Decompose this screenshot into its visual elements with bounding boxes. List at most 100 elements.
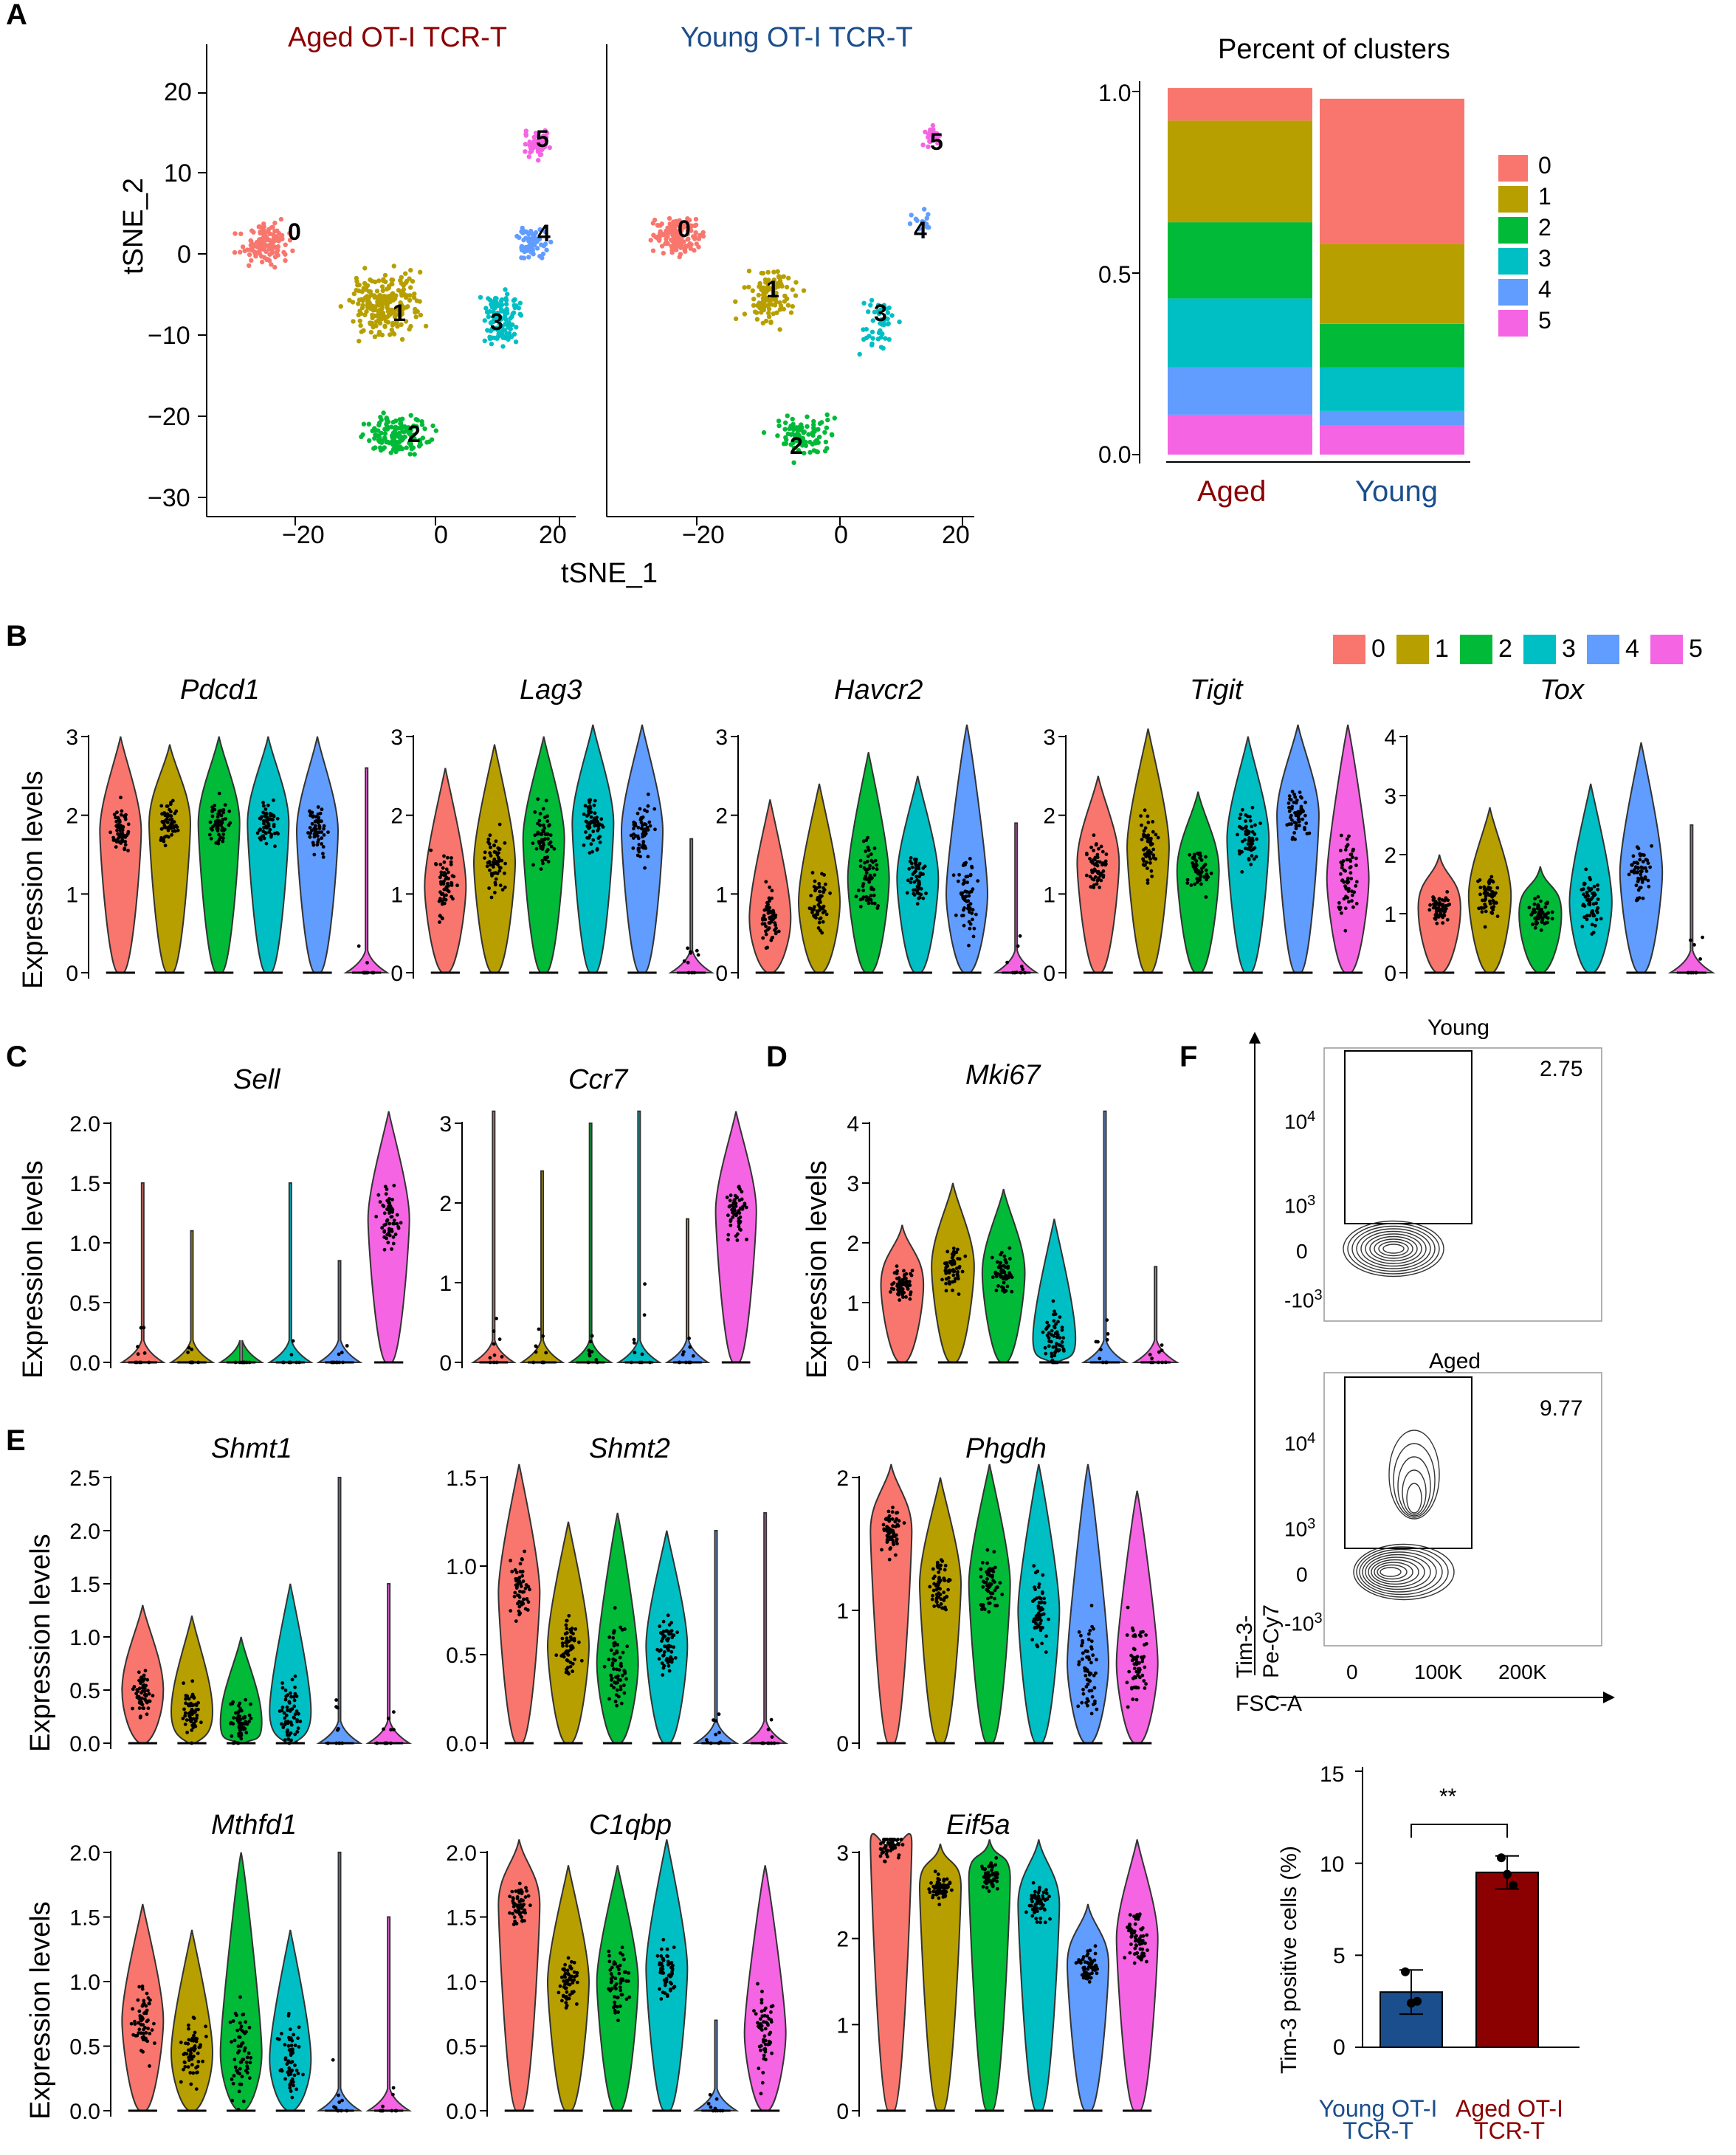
- tsne-aged-point-c0: [249, 238, 254, 244]
- tsne-aged-point-c3: [514, 325, 519, 330]
- e-phgdh-jitter-c3: [1035, 1596, 1039, 1601]
- tsne-young-point-c2: [830, 432, 835, 438]
- b-tox-jitter-c2: [1539, 899, 1543, 903]
- b-lag3-jitter-c3: [592, 803, 596, 807]
- e-c1qbp-ytick-label-4: 2.0: [446, 1841, 477, 1866]
- tsne-aged-point-c0: [261, 230, 266, 235]
- b-pdcd1-jitter-c0: [125, 833, 129, 838]
- e-shmt1-jitter-c1: [193, 1719, 198, 1723]
- d-mki67-jitter-c3: [1047, 1336, 1051, 1340]
- c-sell-violin-c5: [367, 1111, 410, 1363]
- c-sell-jitter-c5: [388, 1201, 392, 1205]
- b-pdcd1-jitter-c4: [313, 824, 317, 828]
- b-tigit-ytick-label-3: 3: [1043, 725, 1055, 750]
- tsne-aged-point-c2: [398, 420, 404, 426]
- tsne-aged-point-c1: [351, 291, 356, 297]
- e-phgdh-jitter-c0: [894, 1525, 898, 1529]
- e-shmt1-jitter-c1: [182, 1681, 186, 1686]
- b-tox-jitter-c0: [1445, 890, 1450, 894]
- b-pdcd1-jitter-c3: [261, 810, 265, 815]
- e-mthfd1-jitter-c0: [146, 2027, 151, 2031]
- tsne-young-point-c3: [876, 330, 882, 335]
- d-mki67-jitter-c1: [948, 1282, 951, 1286]
- e-phgdh-jitter-c4: [1080, 1644, 1084, 1648]
- c-sell-jitter-c0: [142, 1351, 147, 1355]
- e-phgdh-jitter-c0: [891, 1540, 895, 1545]
- b-havcr2-jitter-c1: [808, 906, 812, 911]
- b-havcr2-jitter-c3: [921, 872, 925, 876]
- b-pdcd1-jitter-c4: [316, 805, 320, 809]
- b-tigit-ytick-label-0: 0: [1043, 962, 1055, 986]
- e-shmt2-jitter-c2: [607, 1635, 612, 1639]
- b-tigit-jitter-c0: [1099, 844, 1103, 849]
- b-lag3-jitter-c2: [533, 810, 537, 814]
- b-lag3-jitter-c5: [689, 950, 692, 954]
- b-legend-key-2: [1460, 635, 1492, 664]
- e-phgdh-jitter-c5: [1126, 1705, 1130, 1709]
- e-shmt1-jitter-c1: [190, 1717, 194, 1722]
- e-phgdh-jitter-c0: [890, 1510, 895, 1514]
- e-phgdh-jitter-c4: [1088, 1629, 1092, 1632]
- tsne-young-point-c2: [832, 416, 838, 421]
- b-tox-jitter-c2: [1532, 902, 1537, 906]
- e-phgdh-violin-c1: [918, 1477, 962, 1744]
- b-tigit-jitter-c2: [1196, 851, 1199, 855]
- stacked-bar-young-c2: [1320, 323, 1464, 368]
- b-havcr2-jitter-c3: [909, 877, 914, 880]
- e-phgdh-jitter-c3: [1030, 1638, 1034, 1642]
- b-tox-jitter-c3: [1595, 911, 1599, 914]
- b-tigit-jitter-c1: [1143, 808, 1147, 813]
- c-sell-violin-c3: [266, 1182, 314, 1363]
- c-ccr7-jitter-c4: [691, 1354, 695, 1358]
- b-lag3-jitter-c4: [631, 836, 636, 840]
- e-phgdh-jitter-c3: [1041, 1573, 1045, 1577]
- e-mthfd1-jitter-c3: [283, 2077, 287, 2081]
- tsne-aged-point-c1: [411, 295, 417, 300]
- b-pdcd1-jitter-c4: [320, 819, 323, 824]
- c-sell-jitter-c5: [382, 1229, 387, 1233]
- b-tigit-jitter-c1: [1140, 823, 1143, 827]
- b-tigit-jitter-c4: [1295, 813, 1299, 818]
- b-tigit-jitter-c2: [1199, 866, 1204, 871]
- tsne-aged-point-c1: [368, 277, 373, 283]
- c-ccr7-jitter-c5: [735, 1196, 739, 1200]
- b-havcr2-jitter-c2: [856, 889, 861, 892]
- b-tox-jitter-c0: [1446, 903, 1450, 907]
- b-lag3-jitter-c3: [598, 835, 602, 838]
- c-ccr7-jitter-c5: [726, 1238, 730, 1242]
- tsne-aged-point-c0: [272, 244, 278, 250]
- e-shmt1-jitter-c2: [241, 1716, 246, 1720]
- e-shmt1-jitter-c2: [239, 1721, 244, 1725]
- e-phgdh-jitter-c4: [1084, 1668, 1088, 1672]
- e-shmt2-jitter-c4: [712, 1718, 715, 1723]
- d-mki67-jitter-c5: [1157, 1350, 1161, 1354]
- tsne-young-point-c0: [648, 238, 653, 243]
- tsne-aged-point-c1: [358, 323, 363, 328]
- b-lag3-jitter-c4: [641, 846, 646, 850]
- b-tigit-jitter-c0: [1089, 845, 1093, 849]
- tsne-aged-point-c2: [389, 424, 394, 430]
- e-phgdh-jitter-c5: [1126, 1605, 1130, 1610]
- b-lag3-jitter-c4: [646, 855, 650, 859]
- e-shmt1-jitter-c2: [242, 1722, 247, 1726]
- b-havcr2-jitter-c4: [976, 879, 980, 883]
- e-phgdh-jitter-c2: [998, 1581, 1002, 1585]
- stacked-bar-aged-c2: [1168, 222, 1312, 299]
- tsne-aged-point-c2: [385, 420, 390, 425]
- e-mthfd1-jitter-c3: [286, 2070, 290, 2075]
- tsne-aged-point-c0: [257, 251, 262, 256]
- b-tigit-jitter-c2: [1198, 856, 1202, 860]
- b-havcr2-jitter-c2: [869, 887, 873, 891]
- e-shmt2-jitter-c5: [766, 1728, 771, 1731]
- tsne-young-point-c2: [822, 430, 827, 435]
- e-shmt2-jitter-c0: [513, 1568, 517, 1572]
- b-havcr2-jitter-c2: [866, 877, 870, 881]
- tsne-aged-point-c2: [402, 434, 407, 440]
- c-sell-jitter-c5: [382, 1223, 387, 1227]
- d-mki67-jitter-c3: [1062, 1349, 1066, 1353]
- b-havcr2-jitter-c0: [761, 936, 765, 940]
- tsne-aged-point-c0: [247, 263, 252, 268]
- e-phgdh-jitter-c4: [1077, 1630, 1081, 1634]
- tsne-aged-point-c2: [382, 431, 388, 436]
- c-ccr7-jitter-c0: [492, 1353, 497, 1357]
